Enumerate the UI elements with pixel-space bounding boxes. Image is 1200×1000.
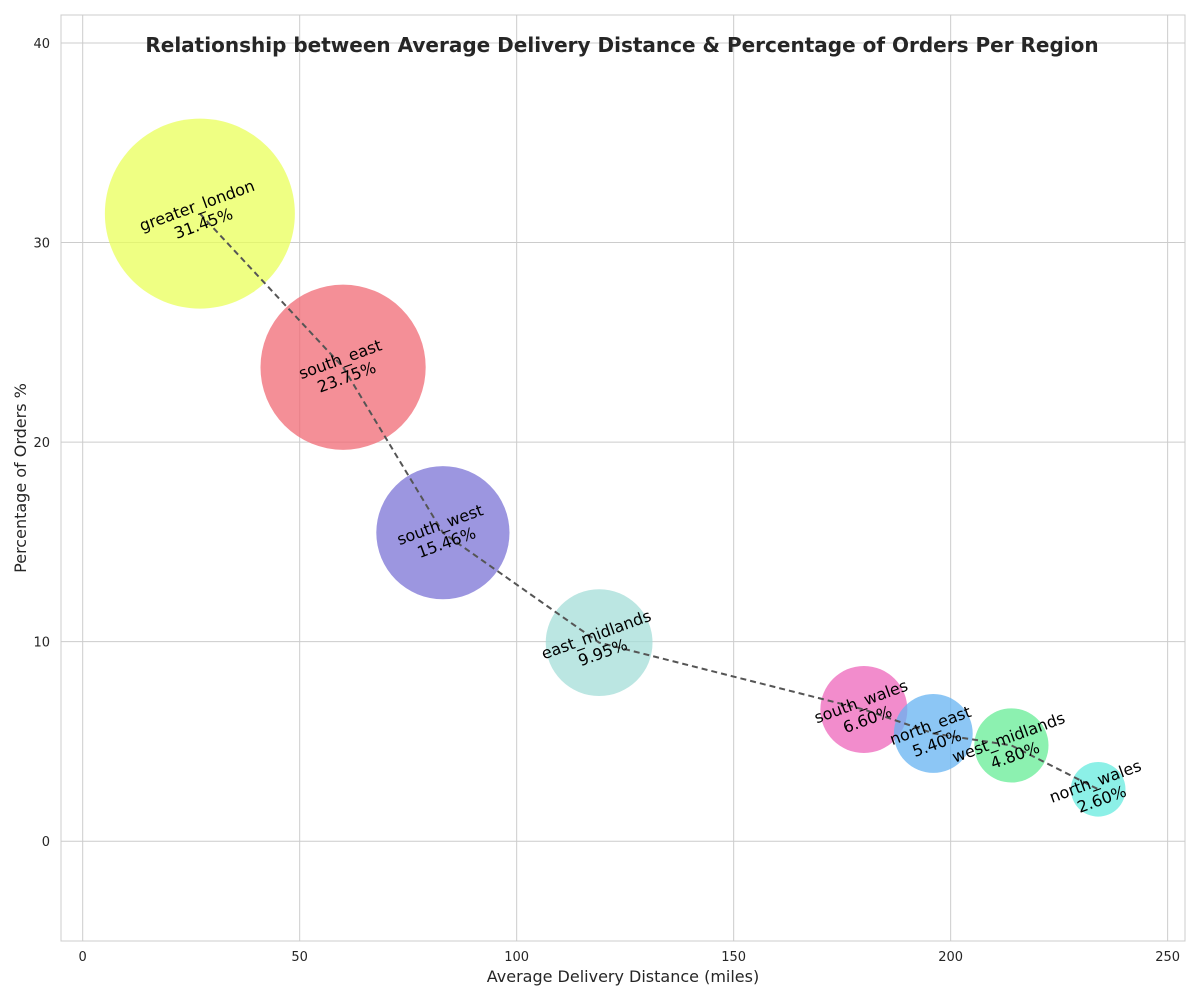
bubble-north-wales <box>1070 762 1126 817</box>
connector-line <box>199 212 1099 791</box>
x-tick-label: 150 <box>721 950 746 965</box>
x-tick-label: 100 <box>504 950 529 965</box>
x-tick-label: 200 <box>938 950 963 965</box>
y-axis-label: Percentage of Orders % <box>11 383 30 573</box>
bubble-south-wales <box>820 666 908 753</box>
x-axis-label: Average Delivery Distance (miles) <box>487 967 759 986</box>
x-tick-label: 0 <box>79 950 87 965</box>
y-tick-label: 20 <box>33 436 50 451</box>
connector-line-group <box>199 212 1099 791</box>
x-tick-label: 250 <box>1155 950 1180 965</box>
y-tick-label: 0 <box>42 835 50 850</box>
bubbles <box>104 118 1126 817</box>
y-tick-label: 10 <box>33 636 50 651</box>
bubble-greater-london <box>104 118 295 309</box>
y-tick-label: 30 <box>33 237 50 252</box>
tick-labels: 0 50 100 150 200 250 0 10 20 30 40 <box>33 37 1180 965</box>
y-tick-label: 40 <box>33 37 50 52</box>
bubble-west-midlands <box>974 708 1049 783</box>
chart-title: Relationship between Average Delivery Di… <box>145 33 1098 57</box>
x-tick-label: 50 <box>291 950 308 965</box>
